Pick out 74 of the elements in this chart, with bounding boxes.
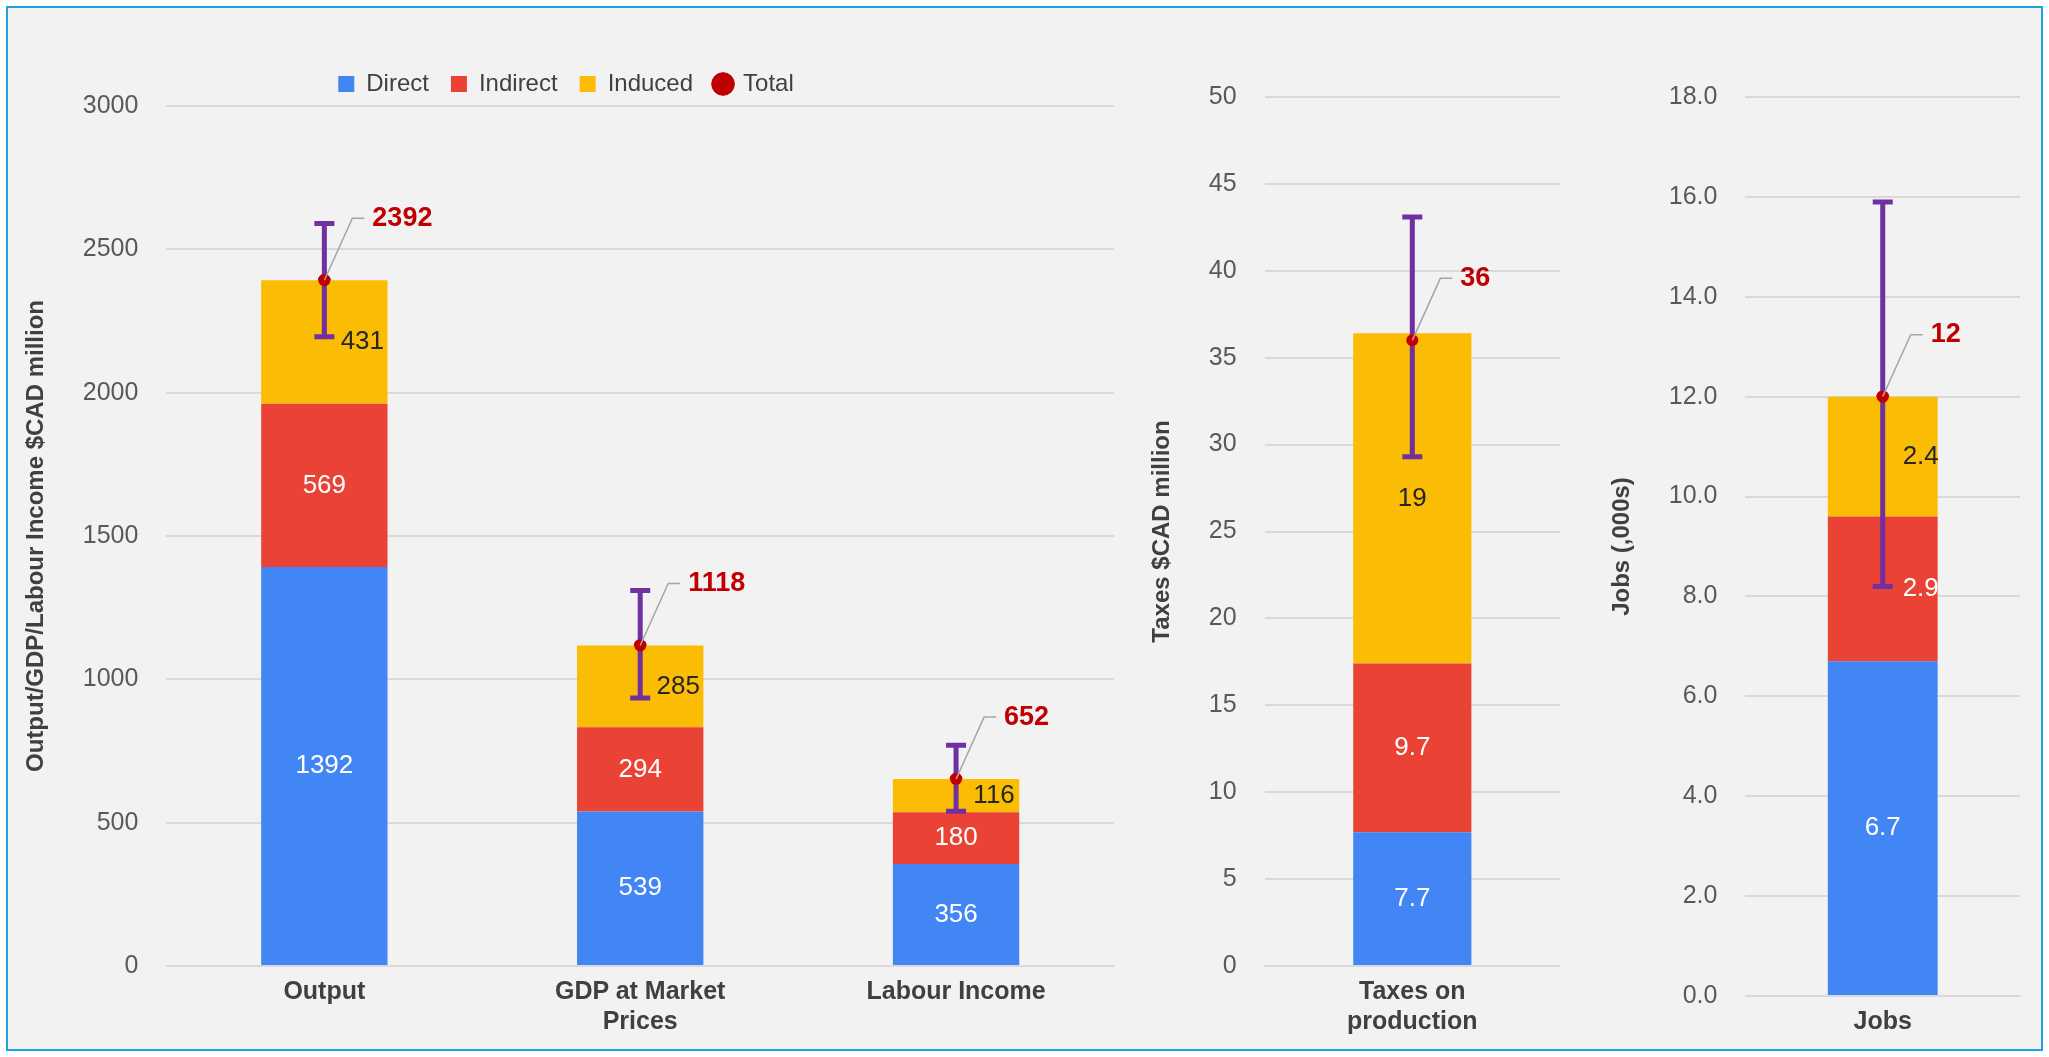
y-tick-label: 25 <box>1208 515 1237 544</box>
y-axis-title: Output/GDP/Labour Income $CAD million <box>21 299 49 773</box>
y-tick-label: 40 <box>1208 254 1237 283</box>
bar <box>892 863 1020 965</box>
data-label: 2.4 <box>1902 439 1939 470</box>
y-tick-label: 10 <box>1208 776 1237 805</box>
data-label: 1392 <box>295 749 354 780</box>
y-tick-label: 0 <box>124 949 139 978</box>
y-tick-label: 3000 <box>82 89 139 118</box>
data-label: 356 <box>934 897 978 928</box>
y-tick-label: 18.0 <box>1668 80 1718 109</box>
data-label: 180 <box>934 821 978 852</box>
data-label: 9.7 <box>1394 731 1431 762</box>
y-tick-label: 2000 <box>82 376 139 405</box>
data-label: 652 <box>1004 700 1050 731</box>
y-tick-label: 1000 <box>82 663 139 692</box>
y-tick-label: 6.0 <box>1682 680 1718 709</box>
y-tick-label: 4.0 <box>1682 780 1718 809</box>
data-label: 36 <box>1460 261 1491 292</box>
y-tick-label: 16.0 <box>1668 180 1718 209</box>
legend-label: Induced <box>607 68 694 96</box>
y-tick-label: 1500 <box>82 519 139 548</box>
bar <box>577 645 704 728</box>
x-tick-label: Output <box>283 975 366 1004</box>
y-tick-label: 30 <box>1208 428 1237 457</box>
data-label: 569 <box>302 468 347 499</box>
bar <box>261 566 388 965</box>
y-axis-title: Jobs (,000s) <box>1607 477 1635 616</box>
bar <box>577 727 704 812</box>
y-tick-label: 10.0 <box>1668 480 1718 509</box>
y-tick-label: 12.0 <box>1668 380 1718 409</box>
y-tick-label: 0.0 <box>1682 979 1718 1008</box>
x-tick-label: Jobs <box>1853 1005 1912 1034</box>
data-label: 1118 <box>688 566 746 597</box>
data-label: 285 <box>656 669 700 700</box>
data-label: 19 <box>1397 481 1427 512</box>
legend-label: Total <box>743 68 794 96</box>
y-tick-label: 5 <box>1222 862 1237 891</box>
data-label: 7.7 <box>1394 881 1431 912</box>
bar <box>577 811 704 965</box>
y-tick-label: 20 <box>1208 602 1237 631</box>
bar <box>1353 333 1472 664</box>
y-tick-label: 35 <box>1208 341 1237 370</box>
x-tick-label: GDP at Market Prices <box>554 975 727 1034</box>
bar <box>892 812 1020 864</box>
legend-label: Direct <box>366 68 430 96</box>
data-label: 431 <box>340 325 385 356</box>
data-label: 116 <box>973 778 1015 809</box>
bar <box>1353 832 1472 965</box>
y-tick-label: 2.0 <box>1682 880 1718 908</box>
y-tick-label: 50 <box>1208 80 1237 109</box>
bar <box>1827 516 1938 662</box>
y-tick-label: 15 <box>1208 689 1237 718</box>
data-label: 294 <box>618 752 662 783</box>
bar <box>1827 661 1938 995</box>
data-label: 2392 <box>372 201 433 232</box>
y-tick-label: 45 <box>1208 167 1237 196</box>
data-label: 2.9 <box>1902 572 1939 603</box>
x-tick-label: Taxes on production <box>1347 975 1478 1034</box>
bar <box>1827 396 1938 517</box>
bar <box>261 280 388 404</box>
legend-label: Indirect <box>478 68 558 96</box>
data-label: 539 <box>618 871 662 902</box>
x-tick-label: Labour Income <box>866 975 1046 1004</box>
y-tick-label: 0 <box>1222 949 1237 978</box>
y-tick-label: 2500 <box>82 233 139 262</box>
y-tick-label: 14.0 <box>1668 280 1718 309</box>
data-label: 6.7 <box>1864 811 1901 842</box>
y-axis-title: Taxes $CAD million <box>1147 420 1175 643</box>
data-label: 12 <box>1930 318 1961 349</box>
y-tick-label: 8.0 <box>1682 580 1718 609</box>
bar <box>1353 663 1472 833</box>
bar <box>261 403 388 567</box>
y-tick-label: 500 <box>96 806 139 835</box>
